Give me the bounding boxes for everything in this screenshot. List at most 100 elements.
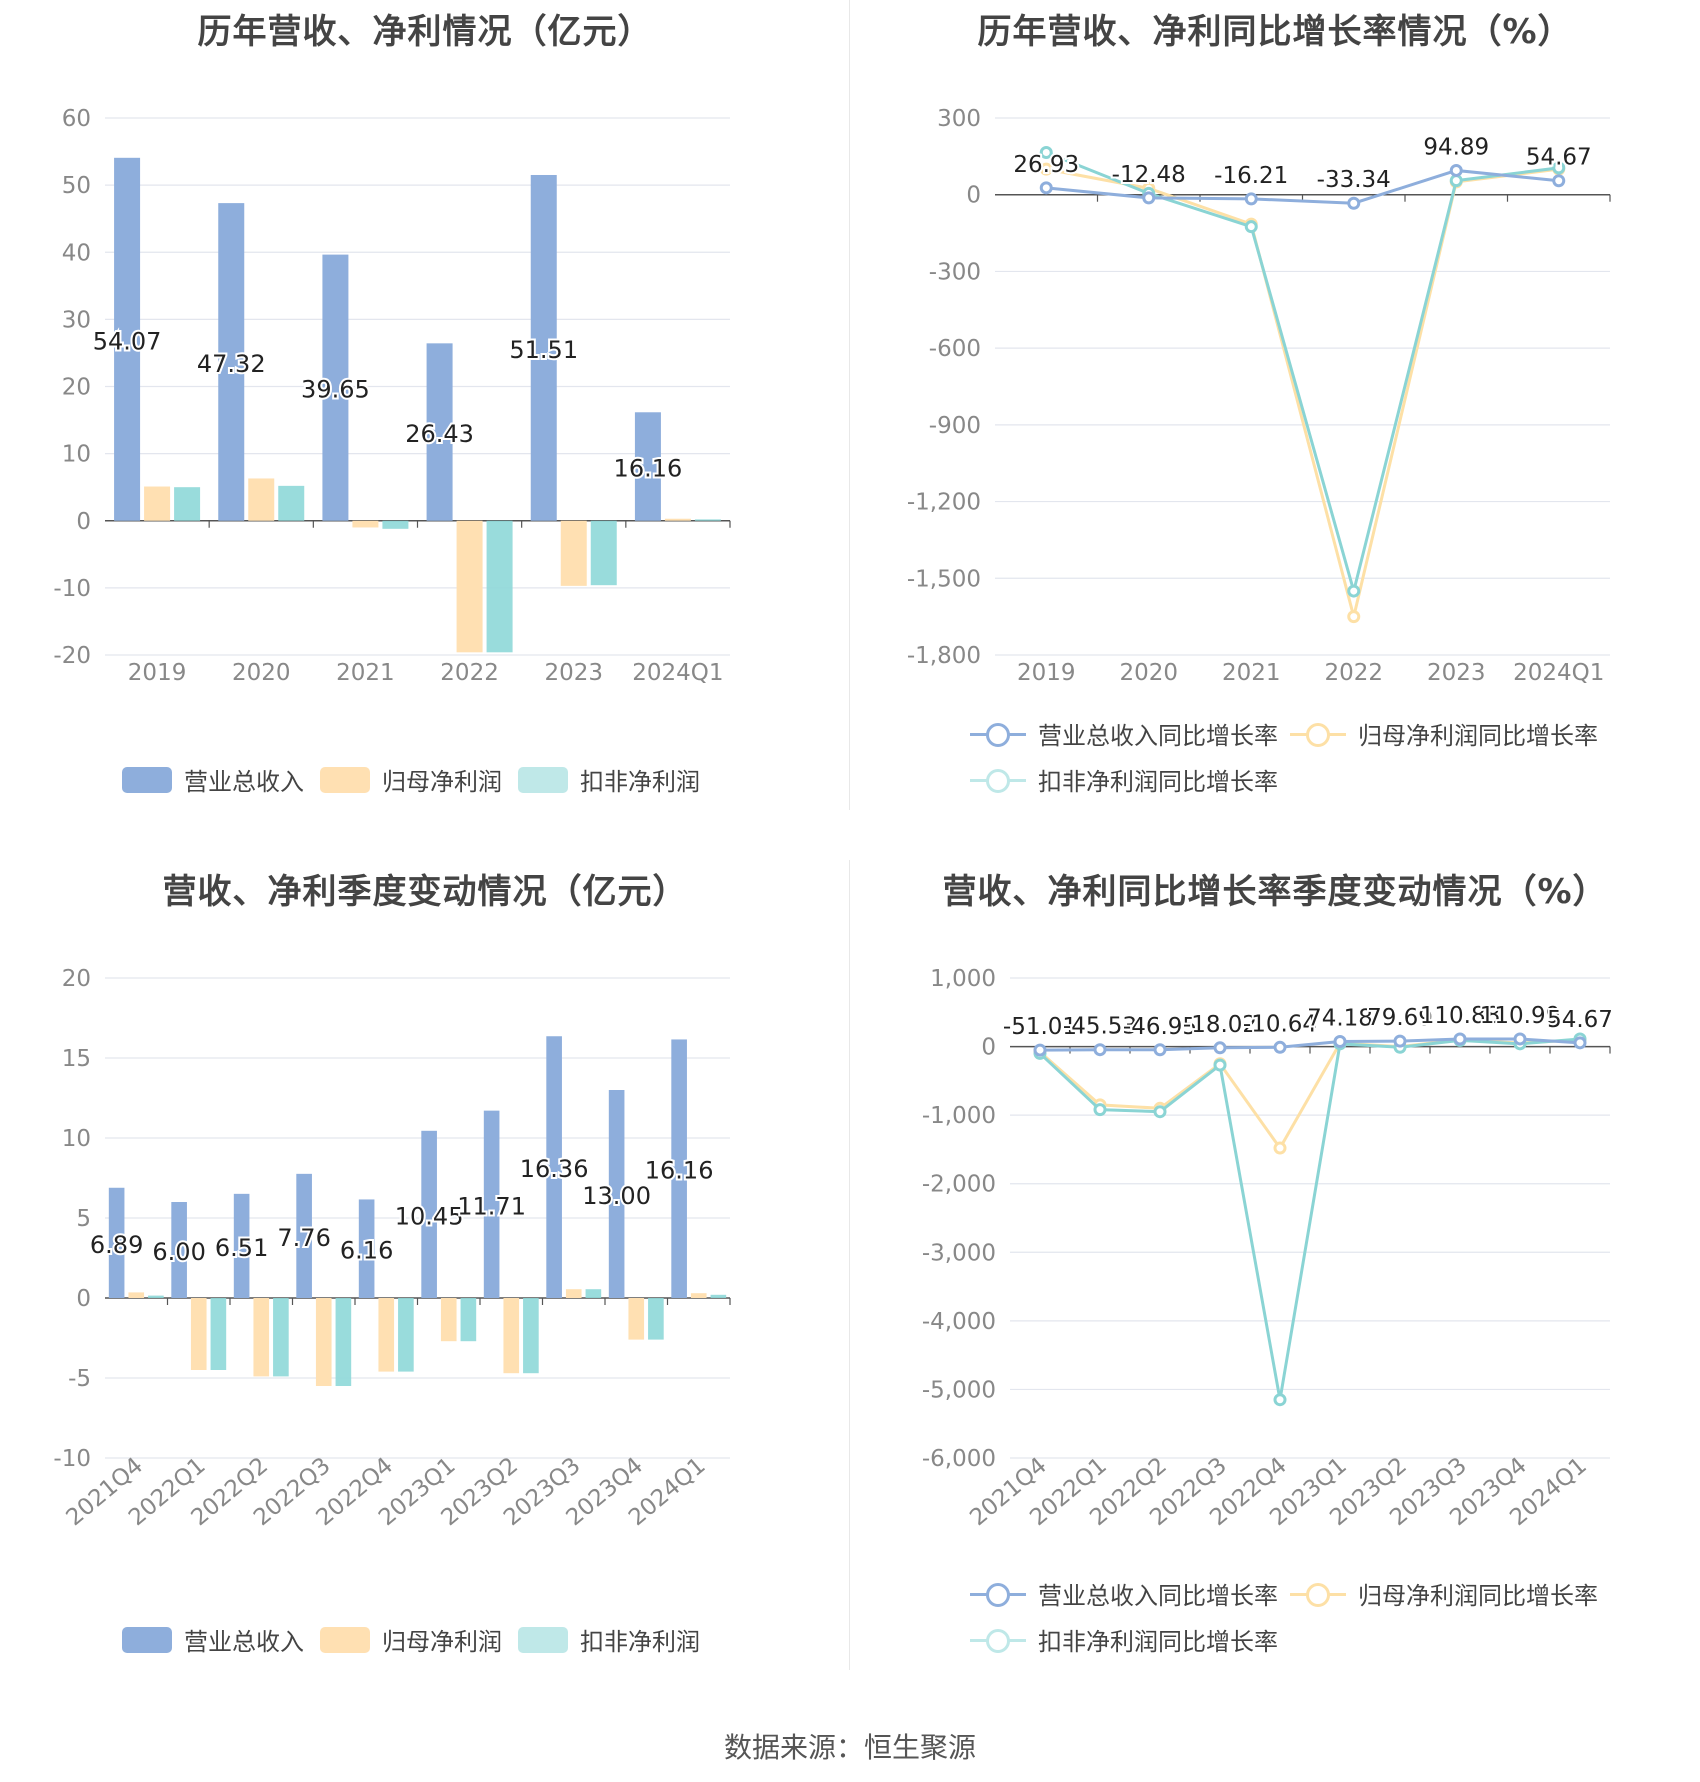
data-point [1213,1058,1227,1072]
x-tick-label: 2020 [1119,660,1178,686]
legend-item-net-profit[interactable]: 归母净利润 [320,762,502,797]
annual-growth-rate-chart: 历年营收、净利同比增长率情况（%） -1,800 -1,500 -1,200 -900… [850,0,1700,860]
data-label: 26.43 [405,420,474,448]
bar [171,1202,187,1298]
y-tick-label: 300 [937,106,981,132]
y-tick-label: 20 [62,375,91,401]
bar [322,254,349,521]
x-tick-label: 2024Q1 [632,660,723,686]
y-tick-label: -10 [53,576,91,602]
data-label: 47.32 [197,350,266,378]
data-point [1039,181,1053,195]
legend-item-revenue-growth[interactable]: 营业总收入同比增长率 [970,1576,1278,1611]
x-tick-label: 2019 [128,660,187,686]
bar [358,1199,375,1298]
bar [273,1298,289,1377]
data-label: 7.76 [277,1224,330,1252]
y-tick-label: -300 [929,259,981,285]
data-label: 16.36 [520,1155,589,1183]
y-tick-label: -2,000 [922,1172,996,1198]
y-tick-label: -1,000 [922,1103,996,1129]
bar [664,518,691,521]
bar [278,485,305,521]
data-point [1273,1141,1287,1155]
data-label: 39.65 [301,376,370,404]
data-label: 11.71 [457,1192,526,1220]
data-label: 6.51 [215,1234,268,1262]
y-tick-label: 0 [76,1286,91,1312]
legend-item-revenue[interactable]: 营业总收入 [122,762,304,797]
series-line [1045,167,1559,618]
series-line [1045,151,1559,597]
bar [585,1289,602,1298]
y-tick-label: -600 [929,336,981,362]
annual-growth-line-plot: -1,800 -1,500 -1,200 -900 -600 -300 0 300 2019 20… [907,106,1611,686]
y-tick-label: -900 [929,413,981,439]
data-point [1347,584,1361,598]
data-label: 6.89 [90,1231,143,1259]
y-tick-label: 20 [62,966,91,992]
legend-item-deducted-profit-growth[interactable]: 扣非净利润同比增长率 [970,762,1278,797]
bar [608,1090,625,1298]
data-label: 54.07 [93,327,162,355]
bar [190,1298,207,1370]
bar [690,1293,707,1298]
data-point [1244,220,1258,234]
legend-item-deducted-profit[interactable]: 扣非净利润 [518,762,700,797]
data-label: -45.53 [1063,1014,1137,1040]
y-tick-label: -5,000 [922,1377,996,1403]
y-tick-label: -6,000 [922,1446,996,1472]
bar [456,520,483,653]
legend-item-net-profit-growth[interactable]: 归母净利润同比增长率 [1290,716,1598,751]
data-label: 10.45 [395,1202,464,1230]
y-tick-label: 0 [76,509,91,535]
data-label: -46.95 [1123,1014,1197,1040]
y-tick-label: 50 [62,173,91,199]
legend-item-deducted-profit[interactable]: 扣非净利润 [518,1622,700,1657]
data-label: 54.67 [1526,145,1592,171]
legend-item-deducted-profit-growth[interactable]: 扣非净利润同比增长率 [970,1622,1278,1657]
bar [426,343,453,521]
data-label: 16.16 [614,455,683,483]
data-label: 54.67 [1547,1007,1613,1033]
chart-title: 营收、净利季度变动情况（亿元） [162,872,688,912]
bar [421,1130,437,1298]
data-point [1347,196,1361,210]
data-label: 79.69 [1367,1005,1433,1031]
bar [218,203,245,521]
legend-item-net-profit-growth[interactable]: 归母净利润同比增长率 [1290,1576,1598,1611]
x-tick-label: 2021 [1222,660,1281,686]
x-tick-label: 2023 [544,660,603,686]
bar [174,487,201,521]
x-tick-label: 2019 [1017,660,1076,686]
data-label: -10.64 [1243,1011,1317,1037]
data-point [1213,1041,1227,1055]
bar [634,412,661,521]
bar [671,1039,687,1298]
data-point [1039,162,1053,176]
data-label: 16.16 [645,1157,714,1185]
data-point [1244,192,1258,206]
y-tick-label: 0 [981,1035,996,1061]
y-tick-label: 1,000 [930,966,996,992]
y-tick-label: -20 [53,643,91,669]
legend-item-revenue[interactable]: 营业总收入 [122,1622,304,1657]
y-tick-label: -3,000 [922,1240,996,1266]
y-tick-label: -1,800 [907,643,981,669]
data-point [1333,1034,1347,1048]
vertical-divider-bottom [849,860,850,1670]
data-label: 26.93 [1013,152,1079,178]
data-point [1449,174,1463,188]
bar [352,520,379,528]
legend-item-net-profit[interactable]: 归母净利润 [320,1622,502,1657]
data-label: 6.00 [152,1238,205,1266]
series-line [1038,1037,1581,1400]
data-point [1347,610,1361,624]
bar [248,478,275,521]
legend-item-revenue-growth[interactable]: 营业总收入同比增长率 [970,716,1278,751]
bar [148,1295,164,1298]
chart-title: 历年营收、净利同比增长率情况（%） [977,12,1573,52]
quarterly-revenue-profit-chart: 营收、净利季度变动情况（亿元） -10 -5 0 5 10 15 20 2021Q4 2022Q… [0,860,850,1720]
data-point [1153,1105,1167,1119]
bar [648,1298,664,1340]
